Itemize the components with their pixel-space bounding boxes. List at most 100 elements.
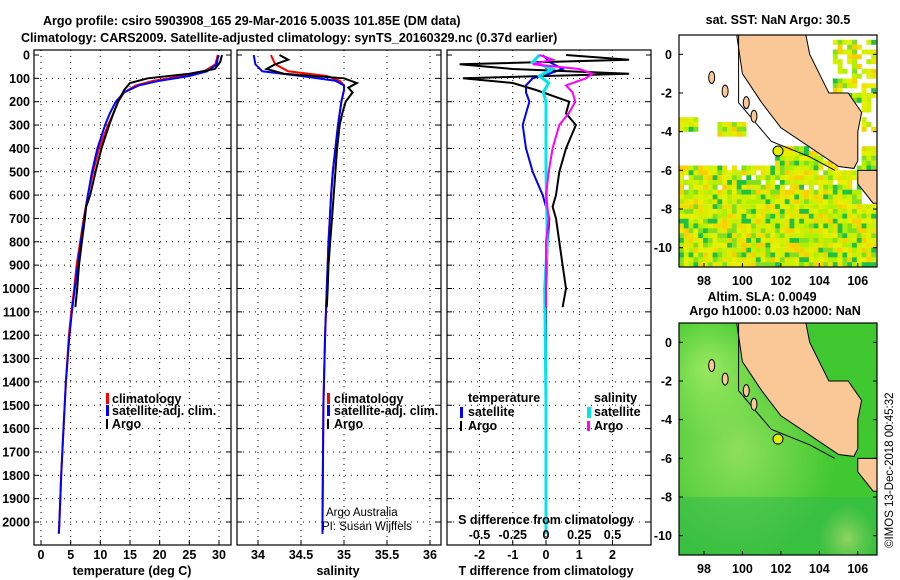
y-tick-label: 1200	[2, 329, 30, 343]
series-group	[252, 54, 360, 534]
sst-cell	[746, 189, 752, 195]
sst-cell	[779, 252, 785, 258]
sst-cell	[871, 83, 877, 89]
sst-cell	[779, 199, 785, 205]
sst-cell	[688, 213, 694, 219]
sst-cell	[813, 151, 819, 156]
sst-cell	[847, 78, 853, 84]
sst-cell	[775, 165, 781, 171]
island	[750, 109, 758, 123]
sst-cell	[828, 228, 833, 234]
sst-cell	[698, 184, 704, 190]
sst-cell	[871, 218, 877, 224]
sst-cell	[727, 257, 733, 263]
sst-cell	[688, 257, 694, 263]
sla-map-panel: 98 100 102 104 106 0 -2 -4 -6 -8 -10	[654, 322, 878, 576]
sst-cell	[722, 228, 728, 234]
sst-cell	[731, 238, 737, 243]
sst-cell	[765, 262, 771, 267]
sst-cell	[842, 199, 848, 205]
sst-cell	[741, 218, 747, 224]
sst-cell	[722, 126, 728, 132]
lon-tick-label: 100	[732, 562, 753, 576]
sst-cell	[861, 68, 867, 74]
sst-cell	[741, 262, 747, 267]
sst-cell	[866, 233, 872, 239]
sst-cell	[808, 228, 814, 234]
sst-cell	[871, 39, 877, 45]
map-content	[679, 35, 877, 267]
sst-cell	[842, 233, 848, 239]
sst-cell	[799, 160, 805, 166]
sst-cell	[794, 151, 800, 156]
sst-cell	[794, 170, 800, 176]
sst-cell	[808, 184, 814, 190]
sst-cell	[784, 155, 790, 161]
sst-cell	[808, 204, 814, 210]
sst-cell	[799, 209, 805, 214]
sst-cell	[698, 194, 704, 200]
sst-cell	[746, 199, 752, 205]
sst-cell	[698, 257, 704, 263]
lon-tick-label: 102	[770, 562, 791, 576]
sst-cell	[866, 59, 872, 65]
sst-cell	[784, 233, 790, 239]
sst-cell	[712, 228, 718, 234]
sst-cell	[727, 223, 733, 229]
sst-cell	[741, 238, 747, 243]
sst-cell	[828, 247, 833, 253]
legend-swatch-satellite	[327, 405, 330, 416]
sst-cell	[871, 54, 877, 60]
sst-cell	[736, 262, 742, 267]
sst-cell	[736, 199, 742, 205]
sst-cell	[722, 233, 728, 239]
sst-cell	[871, 204, 877, 210]
sst-cell	[789, 223, 795, 229]
sst-cell	[727, 199, 733, 205]
sst-cell	[707, 228, 713, 234]
sst-cell	[861, 102, 867, 108]
sst-cell	[770, 223, 776, 229]
sst-cell	[779, 180, 785, 185]
sst-cell	[722, 262, 728, 267]
sst-cell	[828, 199, 833, 205]
sst-cell	[832, 175, 838, 181]
sst-cell	[789, 262, 795, 267]
sst-cell	[765, 228, 771, 234]
sst-cell	[770, 170, 776, 176]
sst-cell	[799, 199, 805, 205]
sst-cell	[741, 204, 747, 210]
sst-cell	[847, 44, 853, 50]
sst-cell	[847, 233, 853, 239]
sst-cell	[770, 218, 776, 224]
sst-cell	[717, 252, 723, 258]
sst-cell	[789, 257, 795, 263]
sst-cell	[765, 194, 771, 200]
sst-cell	[712, 184, 718, 190]
sst-cell	[698, 170, 704, 176]
sst-cell	[746, 165, 752, 171]
sst-cell	[770, 247, 776, 253]
sst-cell	[760, 213, 766, 219]
sst-cell	[808, 238, 814, 243]
sst-cell	[789, 194, 795, 200]
sst-cell	[722, 175, 728, 181]
lat-tick-label: -6	[661, 164, 672, 178]
sst-cell	[683, 262, 689, 267]
sst-cell	[856, 223, 862, 229]
sst-cell	[866, 257, 872, 263]
x-tick-label: 1	[576, 548, 583, 562]
imos-credit: ©IMOS 13-Dec-2018 00:45:32	[884, 392, 896, 548]
sst-cell	[679, 252, 684, 258]
sst-cell	[828, 257, 833, 263]
sst-cell	[731, 131, 737, 137]
sst-cell	[693, 122, 699, 127]
sst-cell	[799, 233, 805, 239]
legend-swatch-satellite	[106, 405, 109, 416]
sst-cell	[866, 49, 872, 55]
sst-cell	[722, 180, 728, 185]
sst-cell	[775, 223, 781, 229]
sst-cell	[818, 194, 824, 200]
sst-cell	[736, 213, 742, 219]
